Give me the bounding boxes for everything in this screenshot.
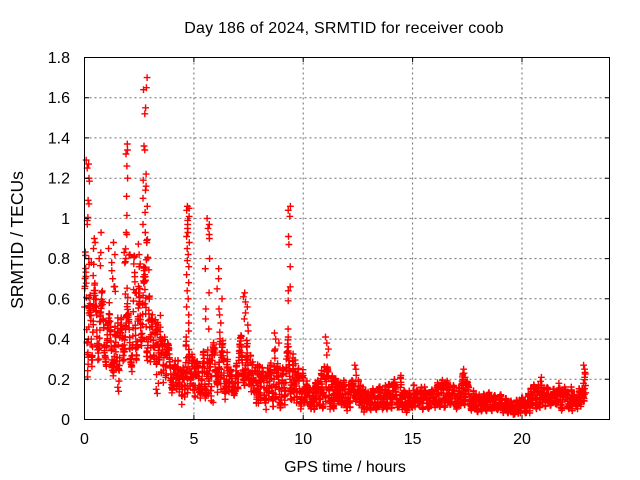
- svg-text:0.8: 0.8: [48, 251, 70, 268]
- svg-text:20: 20: [513, 431, 531, 448]
- svg-text:0.2: 0.2: [48, 372, 70, 389]
- svg-text:0: 0: [61, 412, 70, 429]
- svg-text:Day 186 of 2024, SRMTID for re: Day 186 of 2024, SRMTID for receiver coo…: [184, 20, 503, 37]
- svg-text:1.2: 1.2: [48, 171, 70, 188]
- svg-text:15: 15: [404, 431, 422, 448]
- svg-text:SRMTID / TECUs: SRMTID / TECUs: [7, 171, 27, 309]
- svg-text:0: 0: [80, 431, 89, 448]
- svg-text:0.4: 0.4: [48, 332, 70, 349]
- svg-text:1.6: 1.6: [48, 90, 70, 107]
- svg-text:1: 1: [61, 211, 70, 228]
- svg-text:5: 5: [189, 431, 198, 448]
- svg-text:0.6: 0.6: [48, 291, 70, 308]
- svg-text:1.4: 1.4: [48, 130, 70, 147]
- svg-text:1.8: 1.8: [48, 50, 70, 67]
- svg-text:10: 10: [294, 431, 312, 448]
- svg-text:GPS time / hours: GPS time / hours: [284, 459, 406, 476]
